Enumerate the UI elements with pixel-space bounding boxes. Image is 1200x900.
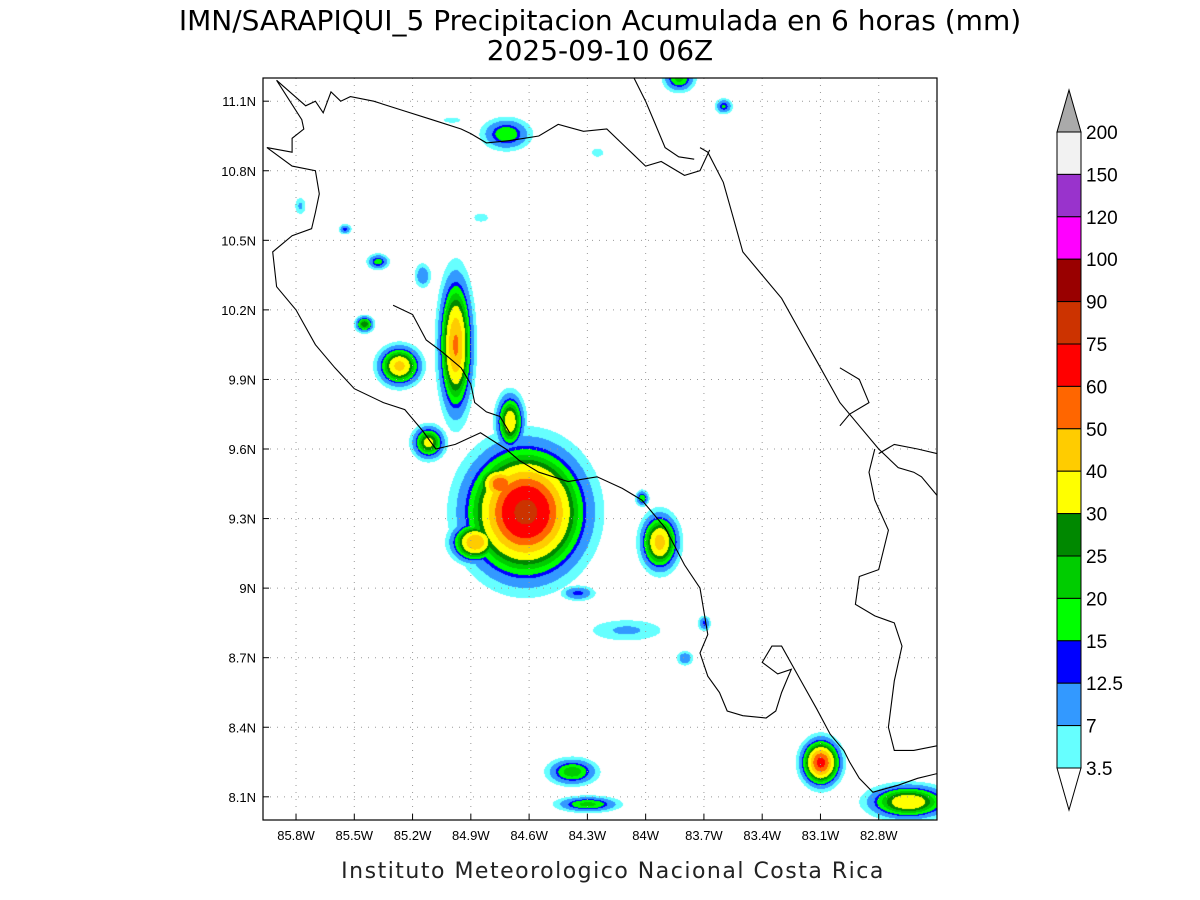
- colorbar-level-label: 20: [1086, 589, 1107, 610]
- coastline: [276, 79, 711, 176]
- colorbar-swatch: [1056, 555, 1082, 599]
- colorbar-swatch: [1056, 640, 1082, 684]
- colorbar-swatch: [1056, 301, 1082, 345]
- map-title-line-1: IMN/SARAPIQUI_5 Precipitacion Acumulada …: [179, 4, 1021, 37]
- colorbar-swatch: [1056, 428, 1082, 472]
- colorbar-swatch: [1056, 725, 1082, 769]
- colorbar-swatch: [1056, 258, 1082, 303]
- colorbar-swatch: [1056, 682, 1082, 727]
- colorbar-swatch: [1056, 131, 1082, 175]
- colorbar-bottom-arrow: [1056, 767, 1082, 812]
- map-plot-area: [262, 77, 938, 821]
- lat-tick-label: 9.9N: [229, 372, 256, 387]
- lon-tick-label: 83.1W: [802, 828, 840, 843]
- colorbar-level-label: 40: [1086, 462, 1107, 483]
- colorbar-swatch: [1056, 173, 1082, 218]
- colorbar-level-label: 120: [1086, 208, 1118, 229]
- lat-tick-label: 8.7N: [229, 651, 256, 666]
- colorbar-level-label: 50: [1086, 420, 1107, 441]
- colorbar-level-label: 25: [1086, 547, 1107, 568]
- lat-tick-label: 10.5N: [221, 233, 256, 248]
- colorbar-level-label: 7: [1086, 717, 1097, 738]
- lat-tick-label: 8.4N: [229, 720, 256, 735]
- colorbar-level-label: 90: [1086, 293, 1107, 314]
- lon-tick-label: 82.8W: [860, 828, 898, 843]
- longitude-axis: 85.8W 85.5W 85.2W 84.9W 84.6W 84.3W 84W 83.7W 83…: [277, 814, 898, 843]
- colorbar-level-label: 150: [1086, 165, 1118, 186]
- colorbar-swatch: [1056, 513, 1082, 557]
- coastline: [839, 367, 870, 427]
- graticule: [263, 78, 937, 820]
- colorbar-level-label: 15: [1086, 632, 1107, 653]
- lat-tick-label: 10.2N: [221, 303, 256, 318]
- lon-tick-label: 85.2W: [394, 828, 432, 843]
- colorbar-legend: 3.5 7 12.5 15 20 25 30 40 50 60 75 90 100 120 150 200: [1056, 88, 1123, 812]
- footer-credit: Instituto Meteorologico Nacional Costa R…: [341, 859, 885, 884]
- latitude-axis: 11.1N 10.8N 10.5N 10.2N 9.9N 9.6N 9.3N 9N 8.7N 8.…: [221, 94, 269, 805]
- colorbar-level-label: 75: [1086, 335, 1107, 356]
- coastline: [633, 78, 695, 160]
- colorbar-level-label: 100: [1086, 250, 1118, 271]
- colorbar-top-arrow: [1056, 88, 1082, 133]
- colorbar-level-label: 3.5: [1086, 759, 1112, 780]
- coastline: [854, 448, 937, 751]
- coastline: [878, 443, 937, 455]
- lon-tick-label: 85.8W: [277, 828, 315, 843]
- colorbar-level-label: 200: [1086, 123, 1118, 144]
- lat-tick-label: 11.1N: [222, 94, 256, 109]
- coastline: [266, 80, 937, 793]
- lon-tick-label: 84.6W: [510, 828, 548, 843]
- lon-tick-label: 84.3W: [569, 828, 607, 843]
- coastline: [392, 304, 511, 434]
- colorbar-level-label: 12.5: [1086, 674, 1123, 695]
- lon-tick-label: 84.9W: [452, 828, 490, 843]
- colorbar-swatch: [1056, 216, 1082, 260]
- lon-tick-label: 84W: [632, 828, 659, 843]
- lat-tick-label: 8.1N: [229, 790, 256, 805]
- coastlines: [266, 78, 937, 793]
- lat-tick-label: 9.6N: [229, 442, 256, 457]
- colorbar-swatch: [1056, 343, 1082, 387]
- lon-tick-label: 85.5W: [336, 828, 374, 843]
- lat-tick-label: 9N: [239, 581, 256, 596]
- colorbar-level-label: 60: [1086, 377, 1107, 398]
- coastline: [699, 147, 937, 496]
- colorbar-swatch: [1056, 470, 1082, 515]
- colorbar-level-label: 30: [1086, 505, 1107, 526]
- lat-tick-label: 10.8N: [221, 164, 256, 179]
- colorbar-swatch: [1056, 597, 1082, 642]
- lat-tick-label: 9.3N: [229, 512, 256, 527]
- lon-tick-label: 83.7W: [685, 828, 723, 843]
- lon-tick-label: 83.4W: [743, 828, 781, 843]
- colorbar-swatch: [1056, 385, 1082, 430]
- map-title-line-2: 2025-09-10 06Z: [487, 34, 713, 67]
